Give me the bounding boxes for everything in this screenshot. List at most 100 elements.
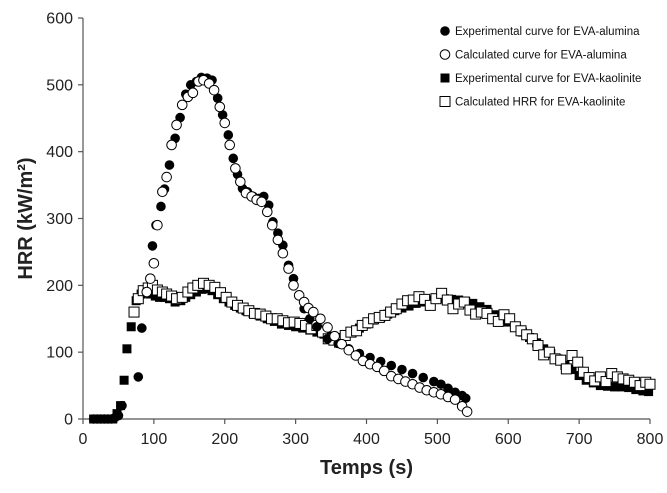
data-point [156, 201, 166, 212]
data-point [126, 322, 136, 332]
data-point [397, 364, 407, 375]
data-point [610, 382, 620, 392]
data-point [566, 350, 578, 362]
data-point [208, 84, 220, 96]
data-point [436, 287, 448, 299]
data-point [539, 344, 549, 354]
x-tick-label: 400 [353, 431, 380, 448]
data-point [176, 99, 188, 111]
data-point [122, 344, 132, 354]
data-point [407, 368, 418, 379]
data-point [419, 293, 431, 305]
data-point [113, 410, 124, 421]
data-point [117, 400, 127, 411]
data-point [449, 394, 461, 405]
data-point [235, 176, 246, 188]
series-calculated-eva-alumina [141, 74, 473, 417]
data-point [148, 257, 160, 269]
data-point [436, 379, 446, 390]
data-point [217, 110, 228, 120]
x-tick-label: 300 [282, 431, 309, 448]
data-point [157, 186, 168, 198]
x-tick-label: 700 [566, 431, 593, 448]
data-point [261, 206, 273, 218]
data-point [543, 346, 555, 358]
data-point [386, 360, 397, 371]
data-point [171, 119, 182, 131]
legend-marker-open-circle [439, 49, 451, 60]
data-point [214, 101, 226, 113]
y-tick-label: 300 [46, 211, 73, 228]
legend-label: Calculated curve for EVA-alumina [455, 50, 627, 62]
data-point [164, 160, 175, 170]
data-point [468, 298, 478, 308]
data-point [322, 322, 333, 333]
data-point [161, 171, 172, 183]
data-point [141, 286, 153, 298]
data-point [504, 313, 516, 325]
data-point [230, 163, 241, 174]
data-point [277, 247, 289, 259]
data-point [329, 330, 340, 342]
x-axis-title: Temps (s) [320, 457, 413, 479]
data-point [644, 378, 656, 390]
data-point [312, 327, 322, 337]
data-point [560, 363, 572, 375]
legend-marker [439, 96, 451, 107]
data-point [617, 382, 627, 392]
data-point [212, 93, 223, 103]
data-point [128, 306, 140, 318]
y-tick-label: 500 [46, 77, 73, 94]
y-tick-label: 0 [64, 412, 73, 429]
data-point [152, 219, 163, 231]
data-point [600, 376, 612, 388]
data-point [166, 139, 177, 151]
data-point [145, 273, 156, 284]
data-point [256, 196, 267, 208]
x-tick-label: 0 [79, 431, 88, 448]
data-point [441, 294, 453, 306]
data-point [119, 375, 129, 385]
legend-item-calculated-eva-alumina: Calculated curve for EVA-alumina [439, 49, 627, 62]
legend-marker-open-square [439, 96, 451, 107]
data-point [424, 299, 436, 311]
legend-marker-filled-circle [440, 26, 450, 36]
legend: Experimental curve for EVA-alumina Calcu… [439, 26, 641, 109]
legend-item-experimental-eva-kaolinite: Experimental curve for EVA-kaolinite [440, 73, 641, 85]
y-tick-label: 400 [46, 144, 73, 161]
legend-label: Experimental curve for EVA-alumina [455, 26, 640, 38]
data-point [532, 339, 544, 351]
y-axis-title: HRR (kW/m²) [15, 157, 37, 279]
data-point [223, 130, 234, 140]
data-point [644, 387, 654, 397]
data-point [526, 333, 538, 345]
legend-label: Experimental curve for EVA-kaolinite [455, 73, 641, 85]
data-point [312, 321, 322, 332]
data-point [492, 315, 504, 327]
data-point [418, 372, 429, 383]
data-point [572, 356, 584, 368]
data-point [266, 219, 278, 231]
x-tick-label: 500 [424, 431, 451, 448]
y-tick-label: 200 [46, 278, 73, 295]
data-point [272, 234, 284, 246]
legend-item-experimental-eva-alumina: Experimental curve for EVA-alumina [440, 26, 640, 38]
data-point [315, 313, 326, 325]
x-axis-ticks: 0 100 200 300 400 500 600 700 800 [79, 419, 664, 448]
plot-area [88, 72, 656, 424]
data-point [555, 354, 567, 366]
series-experimental-eva-alumina [88, 72, 471, 424]
x-tick-label: 800 [637, 431, 664, 448]
data-point [378, 365, 390, 377]
legend-marker [440, 26, 450, 36]
legend-marker [440, 73, 450, 83]
data-point [460, 393, 471, 404]
data-point [350, 350, 362, 361]
y-tick-label: 100 [46, 345, 73, 362]
data-point [336, 338, 347, 350]
data-point [288, 280, 299, 291]
data-point [219, 117, 231, 129]
y-axis-ticks: 0 100 200 300 400 500 600 [46, 11, 83, 429]
x-tick-label: 600 [495, 431, 522, 448]
